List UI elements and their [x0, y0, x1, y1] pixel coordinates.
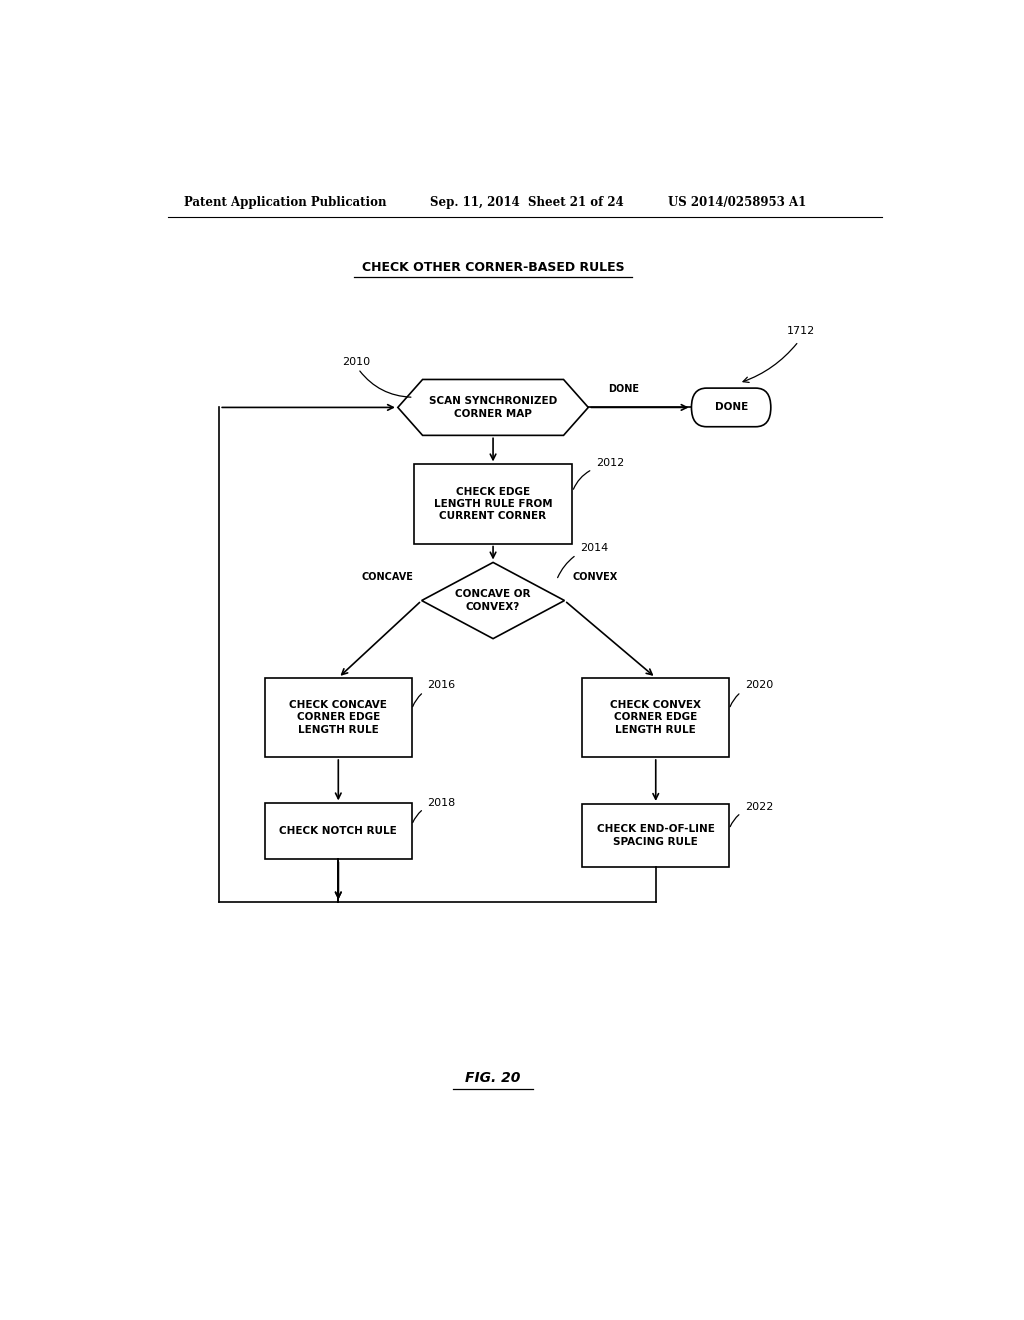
Text: 2012: 2012	[596, 458, 625, 469]
FancyBboxPatch shape	[691, 388, 771, 426]
FancyBboxPatch shape	[583, 677, 729, 758]
Text: CHECK EDGE
LENGTH RULE FROM
CURRENT CORNER: CHECK EDGE LENGTH RULE FROM CURRENT CORN…	[434, 487, 552, 521]
Text: CONVEX: CONVEX	[572, 573, 617, 582]
Text: 2018: 2018	[428, 797, 456, 808]
Text: Sep. 11, 2014  Sheet 21 of 24: Sep. 11, 2014 Sheet 21 of 24	[430, 195, 624, 209]
Text: 2020: 2020	[745, 680, 773, 690]
Text: Patent Application Publication: Patent Application Publication	[183, 195, 386, 209]
Text: CONCAVE: CONCAVE	[361, 573, 414, 582]
Text: CHECK CONVEX
CORNER EDGE
LENGTH RULE: CHECK CONVEX CORNER EDGE LENGTH RULE	[610, 700, 701, 735]
Text: 2022: 2022	[745, 801, 773, 812]
FancyBboxPatch shape	[265, 677, 412, 758]
Text: CHECK OTHER CORNER-BASED RULES: CHECK OTHER CORNER-BASED RULES	[361, 260, 625, 273]
Text: 2014: 2014	[581, 543, 608, 553]
Text: 2016: 2016	[428, 680, 456, 690]
Polygon shape	[422, 562, 564, 639]
Text: 1712: 1712	[786, 326, 815, 337]
FancyBboxPatch shape	[583, 804, 729, 867]
FancyBboxPatch shape	[414, 465, 572, 544]
Text: DONE: DONE	[715, 403, 748, 412]
Text: CHECK NOTCH RULE: CHECK NOTCH RULE	[280, 826, 397, 837]
Text: FIG. 20: FIG. 20	[465, 1072, 521, 1085]
Text: SCAN SYNCHRONIZED
CORNER MAP: SCAN SYNCHRONIZED CORNER MAP	[429, 396, 557, 418]
Text: 2010: 2010	[342, 356, 371, 367]
Polygon shape	[397, 379, 588, 436]
Text: CHECK END-OF-LINE
SPACING RULE: CHECK END-OF-LINE SPACING RULE	[597, 824, 715, 846]
Text: CHECK CONCAVE
CORNER EDGE
LENGTH RULE: CHECK CONCAVE CORNER EDGE LENGTH RULE	[290, 700, 387, 735]
Text: US 2014/0258953 A1: US 2014/0258953 A1	[668, 195, 806, 209]
Text: CONCAVE OR
CONVEX?: CONCAVE OR CONVEX?	[456, 589, 530, 611]
FancyBboxPatch shape	[265, 804, 412, 859]
Text: DONE: DONE	[608, 384, 640, 395]
